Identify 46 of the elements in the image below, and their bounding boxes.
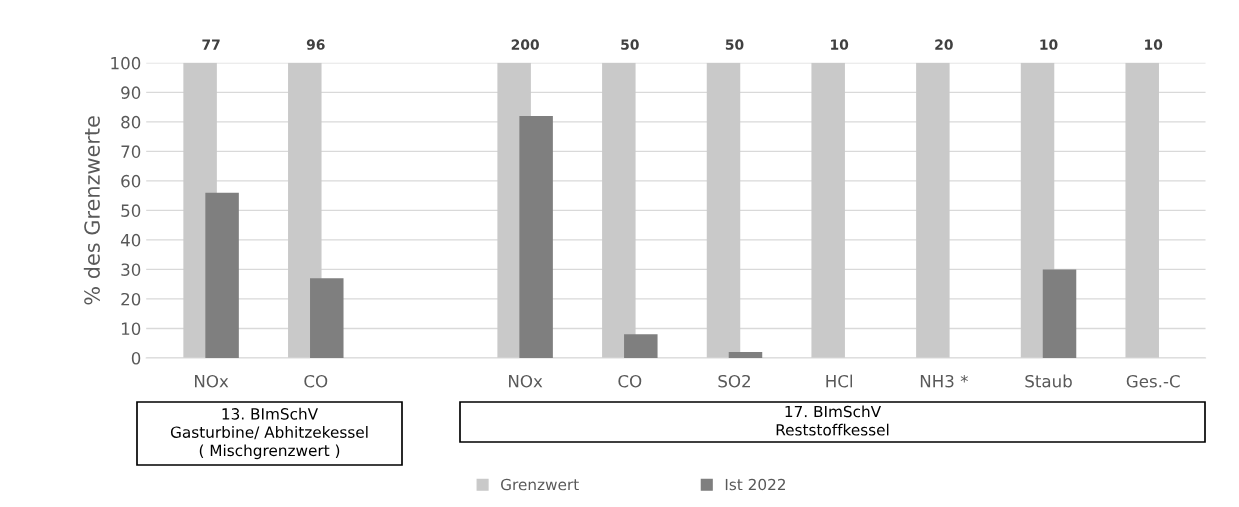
- x-tick-label: HCl: [826, 374, 853, 388]
- text: 50: [725, 39, 744, 50]
- bar: [916, 62, 950, 358]
- bar: [602, 62, 636, 358]
- x-tick-label: NH3 *: [920, 374, 968, 388]
- x-tick-label: Staub: [1025, 374, 1072, 388]
- x-tick-label: SO2: [718, 374, 750, 388]
- bar: [519, 115, 553, 358]
- y-tick-label: 50: [121, 204, 141, 217]
- text: 20: [935, 39, 953, 50]
- y-tick-label: 30: [121, 263, 141, 276]
- legend-label: Grenzwert: [501, 478, 579, 491]
- bar: [811, 62, 845, 358]
- x-tick-label: CO: [618, 374, 642, 388]
- text: 17. BImSchV Reststoffkessel: [776, 405, 889, 436]
- bar: [1125, 62, 1159, 358]
- y-tick-label: 90: [121, 86, 141, 99]
- y-tick-label: 20: [121, 292, 141, 306]
- text: 10: [831, 39, 849, 50]
- y-tick-label: 70: [121, 145, 141, 158]
- bar: [706, 62, 741, 358]
- y-tick-label: 80: [121, 115, 141, 129]
- bar: [1042, 269, 1077, 358]
- x-tick-label: Ges.-C: [1126, 374, 1180, 388]
- y-axis-title: % des Grenzwerte: [83, 116, 100, 305]
- text: 10: [1145, 39, 1163, 50]
- x-tick-label: CO: [304, 374, 328, 388]
- text: 13. BImSchV Gasturbine/ Abhitzekessel ( Mischgrenzwert ): [170, 407, 368, 460]
- text: 77: [202, 39, 220, 50]
- text: 200: [511, 39, 539, 50]
- x-tick-label: NOx: [509, 374, 543, 388]
- x-tick-label: NOx: [195, 374, 229, 388]
- y-tick-label: 60: [121, 174, 141, 188]
- text: 96: [306, 39, 325, 50]
- legend-label: Ist 2022: [725, 478, 785, 491]
- text: 10: [1040, 39, 1058, 50]
- text: 50: [621, 39, 639, 50]
- bar: [205, 192, 239, 358]
- y-tick-label: 40: [120, 233, 141, 247]
- bar: [728, 352, 763, 358]
- y-tick-label: 10: [121, 322, 141, 335]
- bar: [310, 278, 344, 358]
- y-tick-label: 100: [111, 56, 141, 70]
- bar: [624, 334, 658, 358]
- y-tick-label: 0: [131, 351, 141, 365]
- bar: [288, 62, 322, 358]
